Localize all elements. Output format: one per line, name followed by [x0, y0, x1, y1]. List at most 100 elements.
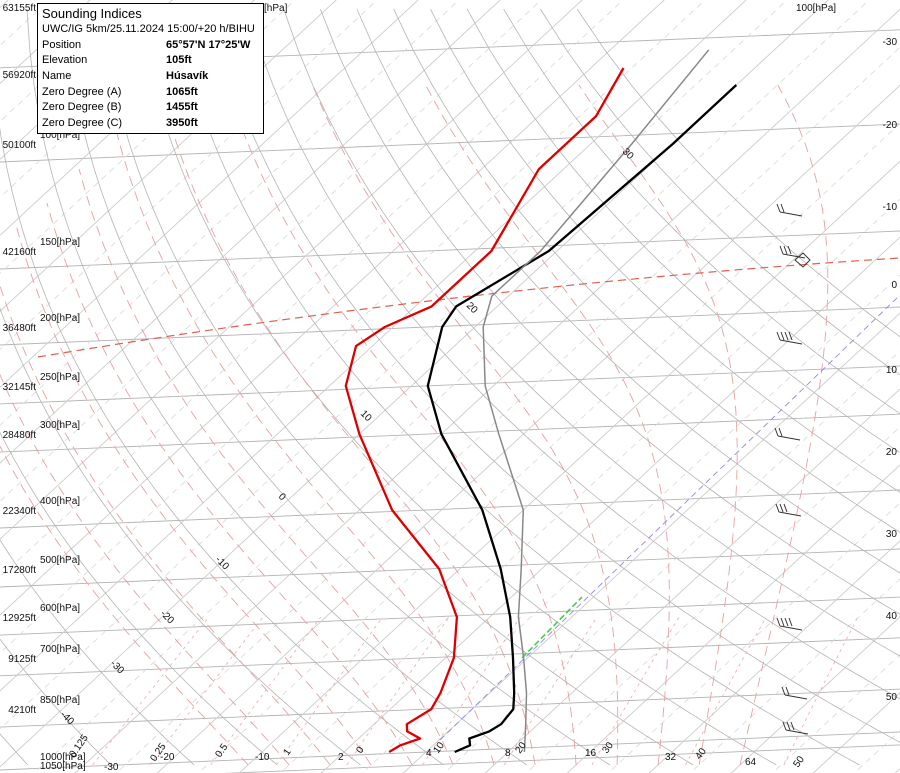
mixing-ratio-line [210, 616, 322, 766]
bottom-axis-label: 16 [585, 748, 597, 759]
barb-staff [782, 253, 806, 259]
wind-barbs [774, 203, 811, 735]
barb-staff [778, 511, 802, 517]
moist-adiabat-line [578, 84, 738, 765]
moist-adiabat-line [312, 84, 619, 765]
bottom-axis-label: 2 [338, 752, 344, 763]
barb-flag [784, 617, 789, 627]
isotherm-label: -10 [213, 554, 231, 572]
barb-flag [779, 503, 784, 513]
height-label: 4210ft [8, 705, 36, 716]
barb-flag [786, 721, 791, 731]
temperature-axis-label: -30 [883, 37, 898, 48]
mixing-ratio-line [783, 616, 859, 766]
isotherm-line [484, 388, 900, 773]
height-label: 36480ft [3, 323, 37, 334]
temperature-axis-label: 0 [891, 280, 897, 291]
bottom-axis-label: 32 [665, 752, 677, 763]
info-row-zero-degree-b: Zero Degree (B) 1455ft [42, 99, 259, 115]
pressure-label: 100[hPa] [796, 3, 836, 14]
barb-staff [784, 694, 808, 700]
info-value: 3950ft [166, 116, 198, 129]
moist-adiabat-line [46, 202, 413, 766]
wind-barb [776, 331, 803, 345]
isotherm-line [238, 160, 900, 773]
info-row-name: Name Húsavík [42, 68, 259, 84]
temperature-axis-label: 10 [886, 365, 898, 376]
height-label: 63155ft [3, 3, 37, 14]
temperature-axis-label: 50 [886, 692, 898, 703]
moist-adiabat-line [739, 84, 829, 766]
isotherm-line [648, 540, 900, 773]
barb-flag [776, 203, 781, 213]
moist-adiabat-line [0, 284, 331, 766]
height-label: 12925ft [3, 613, 37, 624]
dry-adiabat-line [0, 638, 112, 766]
parcel-line [482, 49, 710, 753]
isotherm-line [0, 0, 665, 616]
barb-flag [788, 617, 793, 627]
barb-flag [787, 245, 792, 255]
info-row-position: Position 65°57'N 17°25'W [42, 37, 259, 53]
bottom-axis-label: 8 [505, 748, 511, 759]
isotherm-line [0, 0, 501, 464]
info-label: Zero Degree (C) [42, 116, 123, 129]
barb-flag [782, 721, 787, 731]
isotherm-label: -20 [158, 608, 176, 626]
height-label: 9125ft [8, 654, 36, 665]
barb-flag [790, 721, 795, 731]
mixing-ratio-line [276, 616, 383, 766]
height-label: 22340ft [3, 506, 37, 517]
dry-adiabat-line [356, 8, 900, 574]
bottom-axis-label: 0.125 [67, 733, 91, 760]
pressure-label: 1000[hPa] [40, 752, 86, 763]
barb-flag [780, 203, 785, 213]
isotherm-dash-line [197, 122, 900, 773]
dry-adiabat-line [209, 8, 900, 743]
isotherm-dash-line [689, 578, 900, 773]
pressure-label: 600[hPa] [40, 603, 80, 614]
pressure-label: [hPa] [264, 3, 288, 14]
isotherm-dash-line [0, 0, 460, 426]
wind-barb [775, 503, 802, 517]
info-row-elevation: Elevation 105ft [42, 53, 259, 69]
dry-adiabat-line [283, 8, 900, 657]
pressure-label: 150[hPa] [40, 237, 80, 248]
bottom-axis-label: 10 [431, 740, 447, 756]
isobar-line [0, 413, 900, 453]
isotherm-line [74, 8, 900, 773]
isotherm-label: 10 [358, 408, 374, 424]
pressure-label: 300[hPa] [40, 420, 80, 431]
isotherm-label: 30 [620, 146, 636, 162]
temperature-axis-label: 30 [886, 529, 898, 540]
barb-flag [779, 245, 784, 255]
isotherm-dash-line [853, 730, 900, 773]
barb-flag [783, 245, 788, 255]
isotherm-dash-line [443, 350, 900, 773]
isotherm-line [812, 692, 900, 773]
barb-staff [785, 729, 809, 735]
wind-barb [781, 686, 808, 700]
wind-barb [776, 617, 803, 631]
pressure-label: 850[hPa] [40, 695, 80, 706]
isotherm-dash-line [771, 654, 900, 773]
height-label: 42160ft [3, 247, 37, 258]
lcl-segment [521, 596, 583, 659]
moist-adiabat-line [78, 168, 454, 766]
panel-subtitle: UWC/IG 5km/25.11.2024 15:00/+20 h/BIHU [42, 23, 255, 35]
height-label: 50100ft [3, 140, 37, 151]
isotherm-dash-line [279, 198, 900, 773]
pressure-label: 200[hPa] [40, 313, 80, 324]
isobar-line [0, 596, 900, 636]
isotherm-dash-line [115, 46, 900, 773]
moist-adiabat-line [163, 100, 536, 765]
bottom-axis-label: 40 [693, 746, 709, 762]
bottom-axis-label: 64 [745, 757, 757, 768]
isotherm-line [0, 0, 583, 540]
isotherm-line [402, 312, 900, 773]
dry-adiabat-line [393, 8, 900, 533]
bottom-axis-label: 1 [281, 746, 293, 757]
dry-adiabat-line [503, 8, 900, 415]
dry-adiabat-line [0, 431, 278, 766]
info-value: 1455ft [166, 101, 198, 114]
